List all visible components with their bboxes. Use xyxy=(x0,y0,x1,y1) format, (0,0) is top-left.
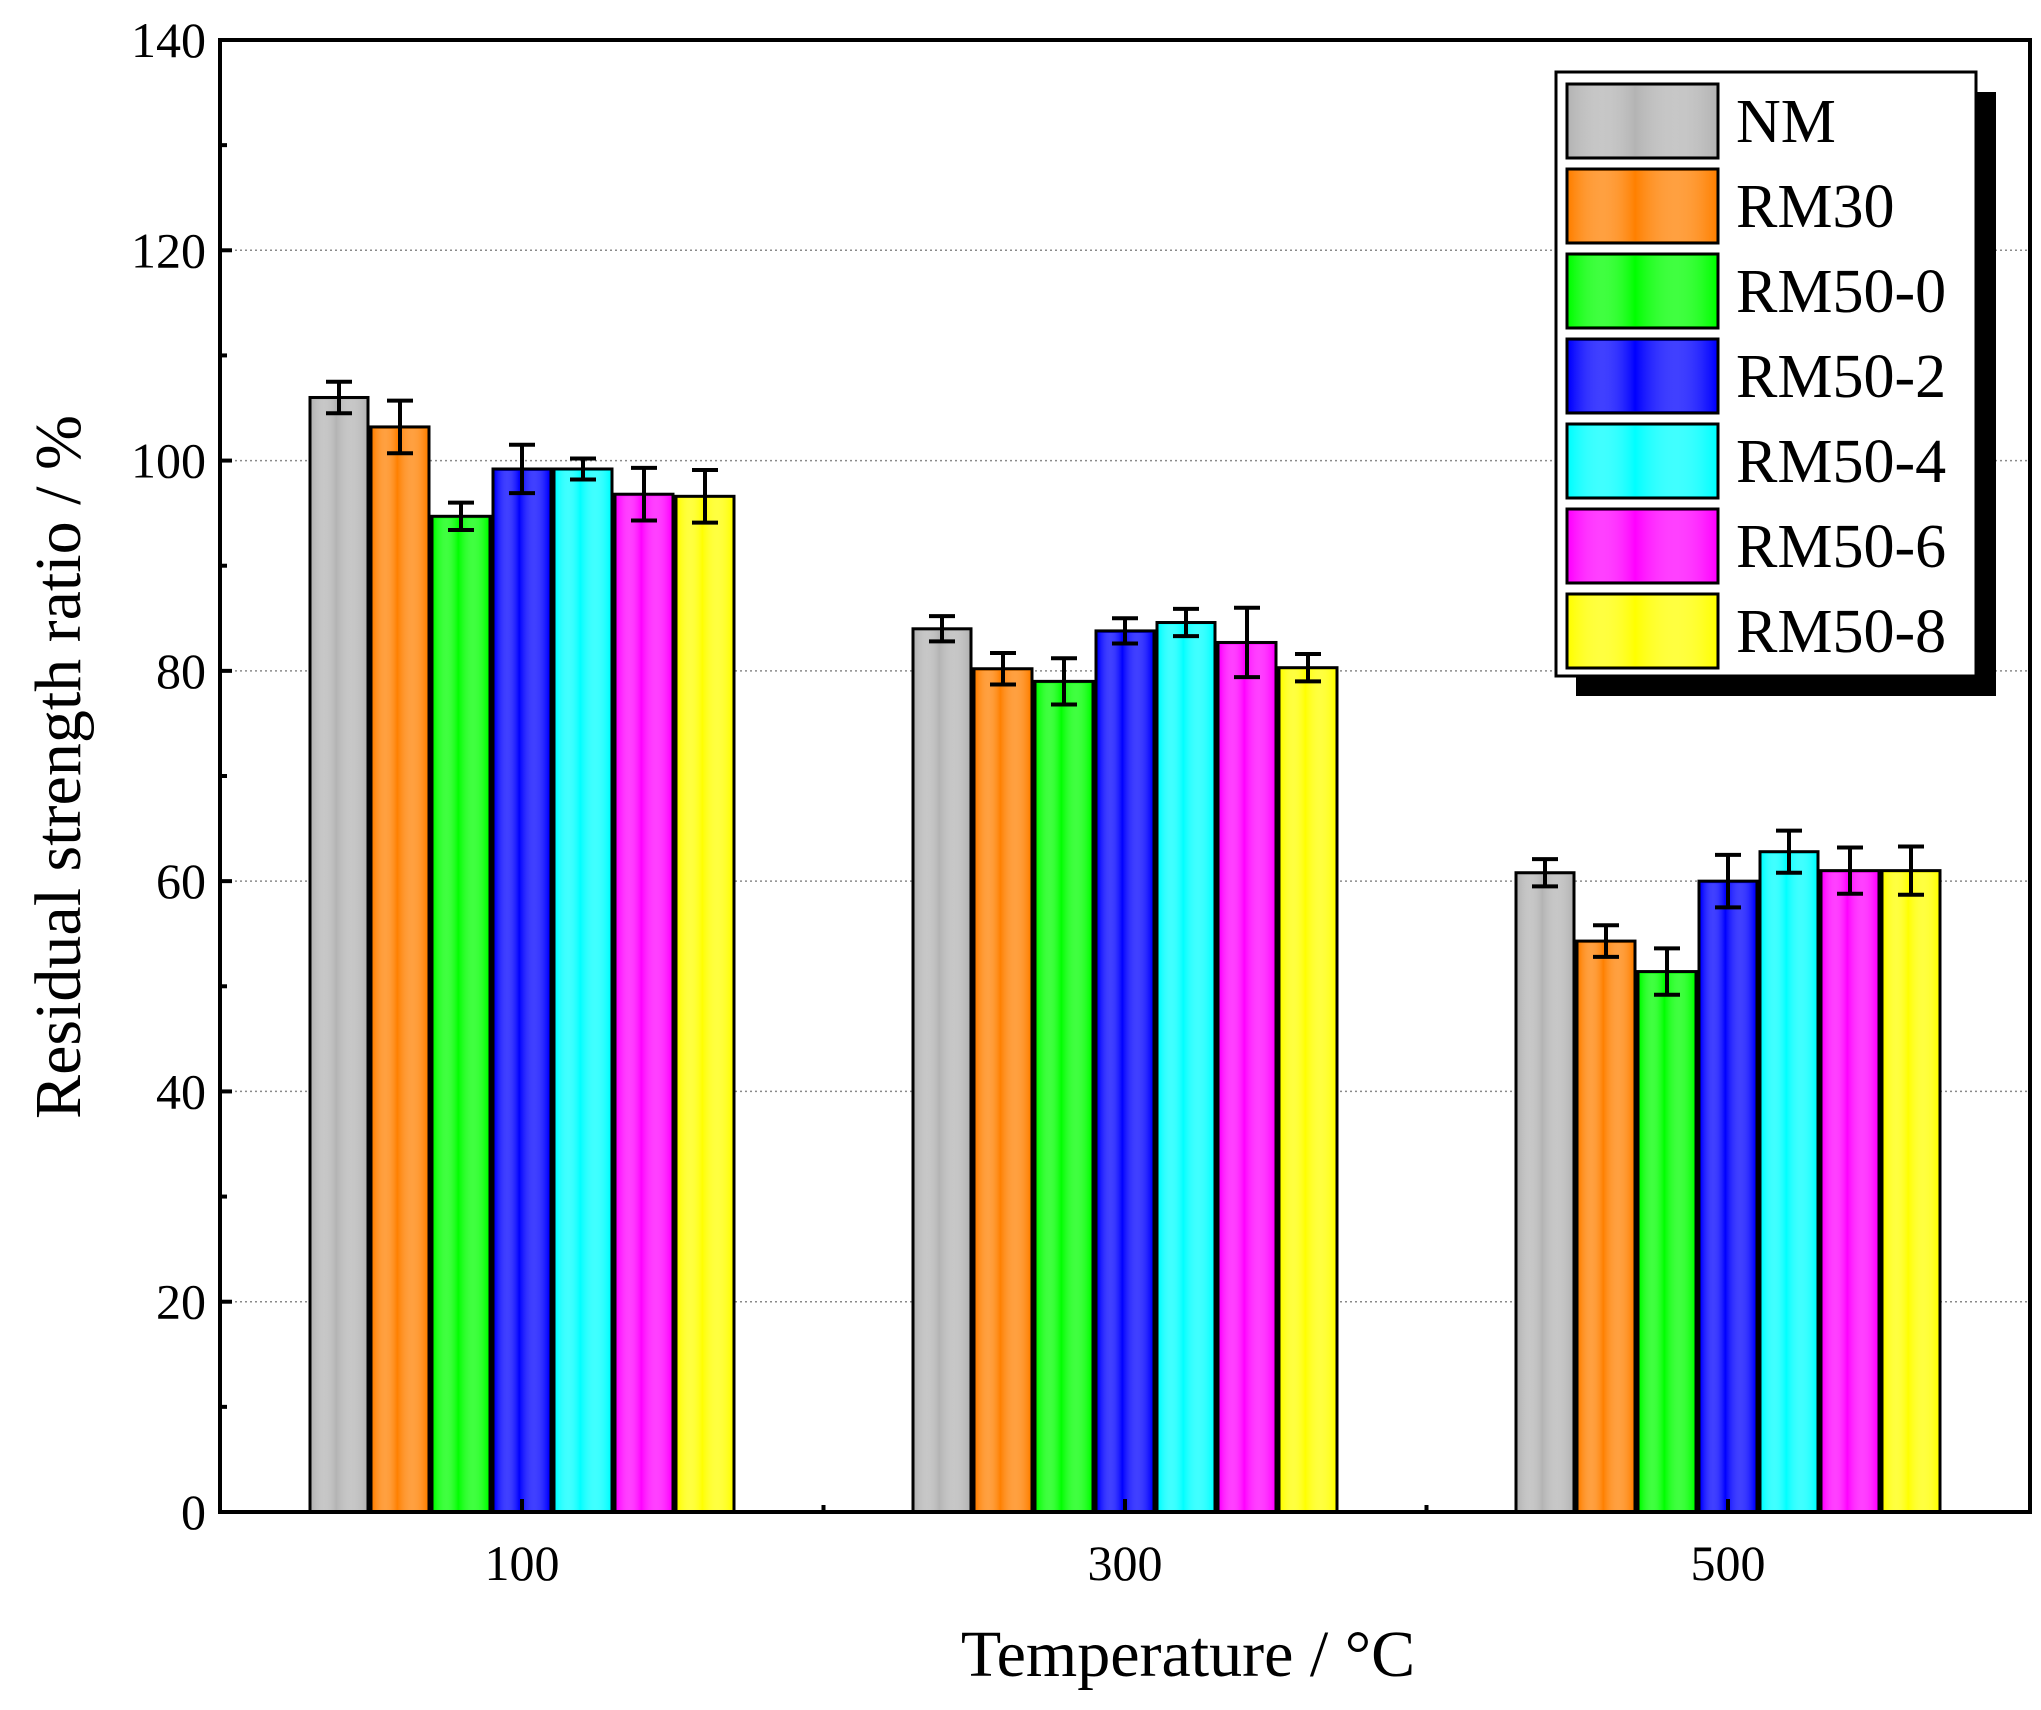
bar-rm50-2-100 xyxy=(491,467,553,1514)
legend-item-nm: NM xyxy=(1565,82,1836,160)
error-bar-rm50-2-300 xyxy=(1112,616,1138,646)
y-tick-label: 0 xyxy=(181,1484,206,1540)
error-bar-rm50-0-500 xyxy=(1654,946,1680,997)
error-bar-rm30-300 xyxy=(990,650,1016,687)
bar-rm50-8-500 xyxy=(1880,869,1942,1514)
legend-label: RM50-4 xyxy=(1736,428,1946,496)
error-bar-rm50-6-100 xyxy=(631,465,657,523)
bar-nm-300 xyxy=(911,627,973,1514)
y-tick-label: 20 xyxy=(156,1274,206,1330)
bar-rm50-4-500 xyxy=(1758,850,1820,1514)
error-bars xyxy=(326,379,1924,997)
bar-rm30-300 xyxy=(972,667,1034,1514)
error-bar-rm50-2-500 xyxy=(1715,852,1741,910)
x-axis-title: Temperature / °C xyxy=(961,1618,1415,1691)
error-bar-rm50-6-500 xyxy=(1837,845,1863,896)
bar-nm-100 xyxy=(308,395,370,1514)
bar-rm50-6-300 xyxy=(1216,640,1278,1514)
bar-rm50-6-500 xyxy=(1819,869,1881,1514)
bar-rm50-2-300 xyxy=(1094,629,1156,1514)
error-bar-rm50-2-100 xyxy=(509,442,535,496)
error-bar-rm50-6-300 xyxy=(1234,605,1260,680)
x-tick-label: 100 xyxy=(485,1535,560,1591)
error-bar-rm50-8-300 xyxy=(1295,652,1321,684)
error-bar-rm50-0-100 xyxy=(448,500,474,532)
error-bar-rm30-500 xyxy=(1593,923,1619,959)
legend-label: RM50-2 xyxy=(1736,343,1946,411)
bar-rm50-0-100 xyxy=(430,514,492,1514)
legend-item-rm50-6: RM50-6 xyxy=(1565,507,1946,585)
bar-nm-500 xyxy=(1514,871,1576,1514)
error-bar-nm-500 xyxy=(1532,857,1558,889)
bar-rm50-4-100 xyxy=(552,467,614,1514)
bar-rm50-4-300 xyxy=(1155,620,1217,1514)
bar-rm50-6-100 xyxy=(613,492,675,1514)
y-axis-title: Residual strength ratio / % xyxy=(22,415,95,1119)
bar-rm50-8-300 xyxy=(1277,666,1339,1514)
y-tick-label: 100 xyxy=(131,433,206,489)
x-tick-label: 300 xyxy=(1088,1535,1163,1591)
bar-rm50-0-500 xyxy=(1636,970,1698,1514)
legend-item-rm50-0: RM50-0 xyxy=(1565,252,1946,330)
legend-item-rm30: RM30 xyxy=(1565,167,1894,245)
legend-label: NM xyxy=(1736,88,1836,156)
bar-rm50-2-500 xyxy=(1697,879,1759,1514)
y-tick-label: 60 xyxy=(156,853,206,909)
legend-item-rm50-8: RM50-8 xyxy=(1565,592,1946,670)
bar-rm30-500 xyxy=(1575,939,1637,1514)
x-tick-label: 500 xyxy=(1691,1535,1766,1591)
error-bar-rm50-4-300 xyxy=(1173,606,1199,639)
bars xyxy=(308,395,1942,1514)
bar-rm50-0-300 xyxy=(1033,679,1095,1514)
y-tick-label: 120 xyxy=(131,222,206,278)
legend-label: RM30 xyxy=(1736,173,1894,241)
legend-label: RM50-6 xyxy=(1736,513,1946,581)
error-bar-rm50-8-500 xyxy=(1898,844,1924,897)
y-tick-label: 40 xyxy=(156,1063,206,1119)
error-bar-rm30-100 xyxy=(387,398,413,456)
y-tick-label: 80 xyxy=(156,643,206,699)
bar-rm50-8-100 xyxy=(674,494,736,1514)
error-bar-nm-100 xyxy=(326,379,352,416)
legend-item-rm50-2: RM50-2 xyxy=(1565,337,1946,415)
error-bar-rm50-4-100 xyxy=(570,456,596,482)
legend-item-rm50-4: RM50-4 xyxy=(1565,422,1946,500)
error-bar-rm50-0-300 xyxy=(1051,656,1077,707)
legend-label: RM50-8 xyxy=(1736,598,1946,666)
legend: NM RM30 RM50-0 RM50-2 RM50-4 RM50-6 RM50-8 xyxy=(1554,70,1996,696)
error-bar-rm50-8-100 xyxy=(692,468,718,525)
error-bar-rm50-4-500 xyxy=(1776,828,1802,875)
bar-rm30-100 xyxy=(369,425,431,1514)
y-tick-label: 140 xyxy=(131,12,206,68)
axes: 0 20 40 60 80 100 120 140 100 300 500 xyxy=(131,12,1766,1591)
legend-label: RM50-0 xyxy=(1736,258,1946,326)
error-bar-nm-300 xyxy=(929,614,955,644)
